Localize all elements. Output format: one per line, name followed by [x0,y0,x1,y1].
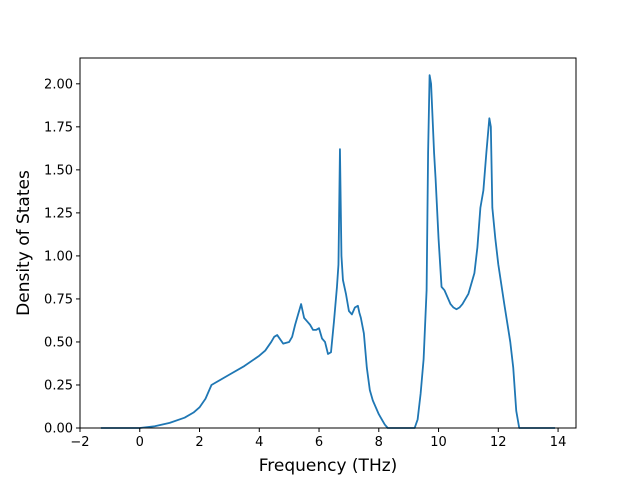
x-tick-label: 4 [255,435,263,450]
x-tick-label: 10 [430,435,447,450]
x-tick-label: 12 [490,435,507,450]
x-axis-label: Frequency (THz) [259,456,398,476]
x-axis-ticks: −2 0 2 4 6 8 10 12 14 [70,428,566,450]
x-tick-label: 0 [136,435,144,450]
y-tick-label: 0.00 [44,422,73,437]
plot-area [100,74,556,429]
x-tick-label: −2 [70,435,89,450]
axes-frame [79,57,577,429]
y-tick-label: 1.50 [44,163,73,178]
y-axis-label: Density of States [14,170,34,316]
y-tick-label: 0.75 [44,292,73,307]
x-tick-label: 8 [375,435,383,450]
y-axis-ticks: 0.00 0.25 0.50 0.75 1.00 1.25 1.50 1.75 2.00 [44,77,80,437]
y-tick-label: 0.50 [44,335,73,350]
x-tick-label: 2 [195,435,203,450]
dos-series-line [100,74,556,429]
y-tick-label: 0.25 [44,378,73,393]
y-tick-label: 1.25 [44,206,73,221]
x-tick-label: 6 [315,435,323,450]
y-tick-label: 1.00 [44,249,73,264]
x-tick-label: 14 [550,435,567,450]
y-tick-label: 1.75 [44,120,73,135]
y-tick-label: 2.00 [44,77,73,92]
